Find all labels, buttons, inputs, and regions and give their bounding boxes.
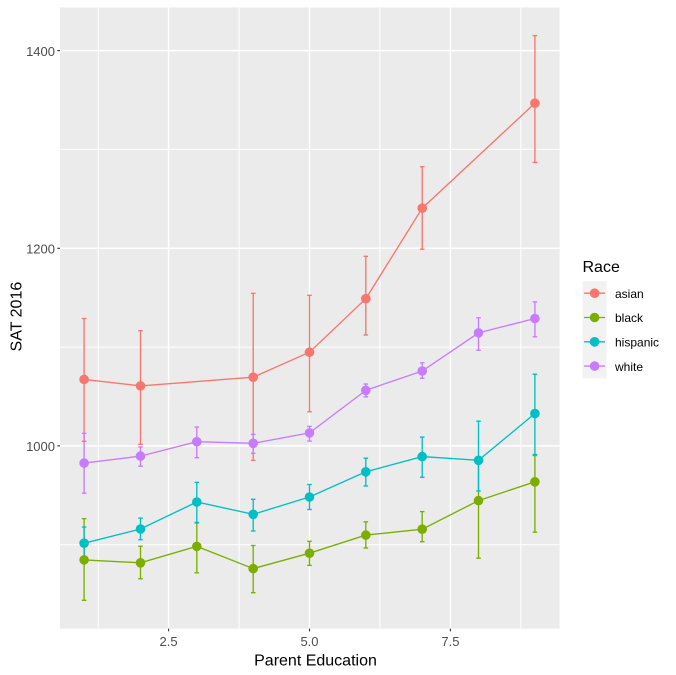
svg-text:7.5: 7.5 xyxy=(441,634,459,649)
svg-text:white: white xyxy=(614,360,643,374)
svg-text:5.0: 5.0 xyxy=(300,634,318,649)
svg-text:1000: 1000 xyxy=(26,439,55,454)
svg-text:black: black xyxy=(615,311,644,325)
svg-text:hispanic: hispanic xyxy=(615,335,659,349)
svg-text:1400: 1400 xyxy=(26,44,55,59)
svg-text:1200: 1200 xyxy=(26,242,55,257)
svg-text:2.5: 2.5 xyxy=(160,634,178,649)
svg-text:asian: asian xyxy=(615,287,644,301)
svg-text:Parent Education: Parent Education xyxy=(254,653,377,670)
svg-text:Race: Race xyxy=(583,259,620,276)
svg-text:SAT 2016: SAT 2016 xyxy=(9,282,26,352)
